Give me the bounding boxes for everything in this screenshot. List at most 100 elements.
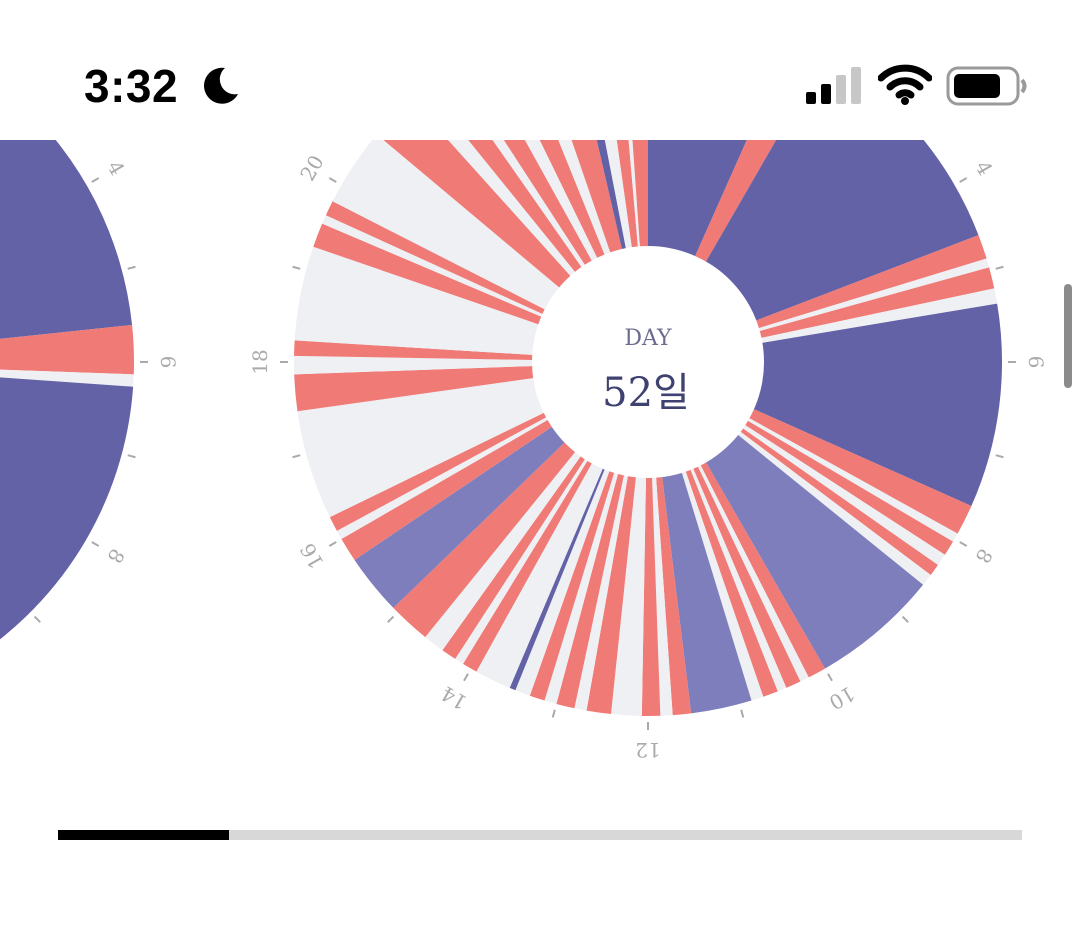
chart-wedge <box>442 451 589 659</box>
day-prefix: DAY <box>624 326 672 351</box>
hour-tick-label: 12 <box>635 738 660 762</box>
chart-wedge <box>336 414 553 539</box>
hour-tick-label: 20 <box>295 151 329 185</box>
hour-tick <box>995 454 1004 459</box>
chart-wedge <box>651 471 673 716</box>
chart-wedge <box>735 425 938 576</box>
hour-tick <box>551 709 556 718</box>
radial-day-chart: 4 6 8 10 12 14 16 18 20 4 6 8 DAY 52일 <box>0 140 1048 762</box>
chart-wedge <box>455 454 591 664</box>
chart-wedge <box>294 324 539 356</box>
chart-wedge <box>294 365 540 412</box>
chart-wedge <box>703 431 924 669</box>
chart-wedge <box>755 288 998 344</box>
chart-wedge <box>661 467 752 714</box>
status-bar: 3:32 <box>0 0 1080 140</box>
chart-wedge <box>448 140 579 281</box>
chart-wedge <box>529 465 616 701</box>
chart-wedge <box>738 421 945 566</box>
hour-tick-label: 10 <box>825 681 859 715</box>
hour-tick-label: 14 <box>437 681 471 715</box>
side-hour-tick <box>91 177 100 183</box>
chart-wedge <box>313 223 547 327</box>
chart-wedge <box>393 438 579 638</box>
side-hour-tick-label: 6 <box>156 356 180 369</box>
chart-wedge <box>468 140 585 277</box>
chart-wedge <box>329 410 552 531</box>
status-time: 3:32 <box>84 60 179 112</box>
chart-carousel[interactable]: 4 6 8 10 12 14 16 18 20 4 6 8 DAY 52일 <box>0 140 1080 800</box>
hour-tick <box>901 615 909 623</box>
battery-icon <box>946 66 1027 106</box>
chart-wedge <box>574 469 629 711</box>
vertical-scrollbar[interactable] <box>1064 284 1072 388</box>
hour-tick-label: 6 <box>1024 356 1048 369</box>
chart-wedge <box>515 463 612 696</box>
chart-wedge <box>524 140 600 266</box>
chart-wedge <box>503 140 595 270</box>
hour-tick-label: 4 <box>970 156 997 179</box>
side-hour-tick <box>127 265 136 270</box>
chart-wedge <box>294 340 539 361</box>
chart-wedge <box>354 423 569 608</box>
chart-wedge <box>586 470 637 715</box>
wifi-icon <box>878 64 932 105</box>
chart-wedge <box>596 140 628 255</box>
hour-tick-label: 18 <box>248 349 272 374</box>
chart-wedge <box>544 467 620 704</box>
side-hour-tick <box>33 615 41 623</box>
chart-wedge <box>0 140 133 339</box>
side-hour-tick-label: 4 <box>102 156 129 179</box>
side-hour-tick <box>91 541 100 547</box>
page-progress-bar <box>58 830 1022 840</box>
chart-wedge <box>740 417 954 555</box>
progress-fill <box>58 830 229 840</box>
chart-wedge <box>748 303 1002 506</box>
hour-tick <box>959 541 968 547</box>
chart-wedge <box>556 468 626 709</box>
chart-wedge <box>509 463 607 691</box>
side-chart-wedges <box>0 140 134 640</box>
center-hole <box>532 246 764 478</box>
chart-wedge <box>655 471 692 716</box>
chart-wedge <box>750 235 987 330</box>
chart-wedge <box>610 471 647 716</box>
day-value: 52일 <box>602 370 690 416</box>
chart-wedge <box>539 140 607 264</box>
hour-tick <box>292 454 301 459</box>
chart-wedge <box>341 417 557 560</box>
hour-tick-label: 8 <box>970 544 997 567</box>
chart-wedge <box>476 458 606 688</box>
chart-wedge <box>604 140 633 255</box>
chart-wedge <box>683 464 778 697</box>
chart-wedge <box>492 140 589 272</box>
chart-wedge <box>648 140 747 262</box>
hour-tick-label: 16 <box>295 539 329 573</box>
hour-tick <box>292 265 301 270</box>
chart-wedge <box>383 140 575 292</box>
chart-wedge <box>558 140 613 261</box>
chart-wedge <box>753 267 995 340</box>
chart-wedge <box>295 246 544 351</box>
chart-wedge <box>680 466 764 701</box>
chart-wedge <box>297 377 548 506</box>
hour-tick <box>827 673 833 682</box>
chart-wedge <box>0 369 134 387</box>
cellular-signal-icon <box>806 67 861 104</box>
chart-wedge <box>697 457 825 678</box>
chart-wedge <box>742 415 958 542</box>
chart-wedge <box>628 140 641 253</box>
chart-wedge <box>690 461 801 688</box>
side-hour-tick-label: 8 <box>102 544 129 567</box>
chart-wedge <box>692 140 777 267</box>
chart-wedge <box>688 463 787 692</box>
chart-wedge <box>322 215 548 320</box>
chart-wedge <box>641 471 661 716</box>
chart-wedge <box>733 428 931 585</box>
side-hour-tick <box>127 454 136 459</box>
chart-wedge <box>324 406 550 518</box>
moon-icon <box>204 67 238 104</box>
chart-wedge <box>744 406 972 534</box>
chart-wedge <box>695 460 809 682</box>
hour-tick <box>328 541 337 547</box>
